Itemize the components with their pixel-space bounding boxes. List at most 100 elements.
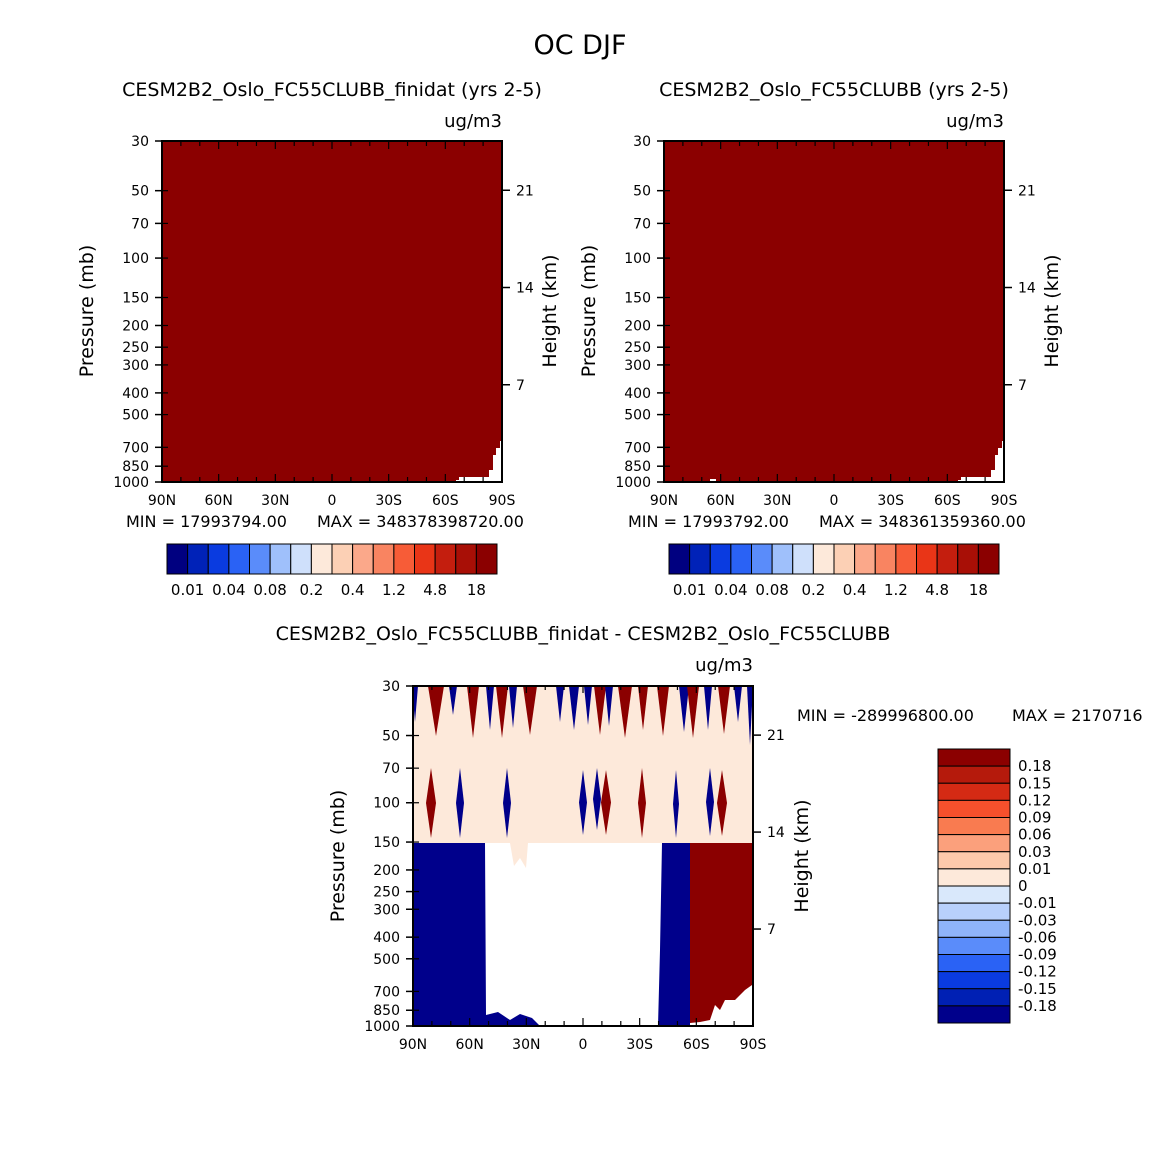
panel-2: CESM2B2_Oslo_FC55CLUBB (yrs 2-5) ug/m3 3…: [578, 79, 1063, 599]
colorbar-label: 4.8: [925, 581, 949, 599]
colorbar-swatch: [372, 543, 395, 575]
pressure-tick-label: 150: [624, 291, 651, 307]
pressure-tick-label: 850: [624, 459, 651, 475]
diff-colorbar-swatch: [937, 799, 1011, 818]
pressure-tick-label: 500: [624, 408, 651, 424]
diff-colorbar-label: -0.09: [1018, 946, 1057, 964]
diff-height-label: Height (km): [791, 799, 813, 912]
diff-spike: [605, 686, 613, 726]
diff-spike: [486, 686, 494, 730]
pressure-tick-label: 400: [373, 930, 400, 946]
diff-colorbar-swatch: [937, 885, 1011, 904]
pressure-tick-label: 300: [373, 902, 400, 918]
panel-1-units: ug/m3: [444, 111, 502, 132]
diff-spike: [638, 686, 648, 730]
pressure-tick-label: 1000: [364, 1019, 400, 1035]
colorbar-swatch: [689, 543, 711, 575]
colorbar-label: 1.2: [884, 581, 908, 599]
diff-spike: [428, 686, 444, 736]
diff-diamond: [601, 770, 611, 835]
pressure-tick-label: 50: [382, 729, 400, 745]
diff-colorbar-label: 0.09: [1018, 809, 1051, 827]
diff-sh-negative-block: [658, 843, 690, 1026]
colorbar-swatch: [936, 543, 959, 575]
diff-colorbar-swatch: [937, 851, 1011, 870]
pressure-tick-label: 700: [624, 440, 651, 456]
diff-diamond: [503, 768, 511, 838]
colorbar-swatch: [414, 543, 436, 575]
difference-panel: CESM2B2_Oslo_FC55CLUBB_finidat - CESM2B2…: [276, 623, 1143, 1053]
pressure-tick-label: 700: [373, 984, 400, 1000]
panel-1-missing-data: [456, 441, 502, 482]
colorbar-label: 0.04: [714, 581, 747, 599]
diff-diamond: [426, 768, 436, 838]
diff-spike: [679, 686, 689, 732]
height-tick-label: 21: [516, 183, 534, 199]
colorbar-label: 0.4: [341, 581, 365, 599]
lat-tick-label: 90S: [740, 1037, 767, 1053]
pressure-tick-label: 1000: [615, 475, 651, 491]
diff-colorbar-label: -0.12: [1018, 963, 1057, 981]
diff-diamond: [638, 768, 646, 838]
diff-spike: [569, 686, 579, 730]
colorbar-swatch: [854, 543, 876, 575]
pressure-tick-label: 700: [122, 440, 149, 456]
pressure-tick-label: 500: [122, 408, 149, 424]
colorbar-swatch: [249, 543, 271, 575]
pressure-tick-label: 70: [633, 216, 651, 232]
lat-tick-label: 60S: [683, 1037, 710, 1053]
colorbar-swatch: [812, 543, 835, 575]
diff-colorbar-swatch: [937, 1005, 1011, 1024]
panel-2-min: MIN = 17993792.00: [628, 512, 789, 531]
colorbar-swatch: [916, 543, 938, 575]
diff-colorbar-swatch: [937, 748, 1011, 767]
diff-title: CESM2B2_Oslo_FC55CLUBB_finidat - CESM2B2…: [276, 623, 891, 645]
colorbar-label: 0.2: [299, 581, 323, 599]
colorbar-label: 1.2: [382, 581, 406, 599]
panel-2-field: [664, 141, 1004, 482]
diff-colorbar-label: 0.15: [1018, 774, 1051, 792]
pressure-tick-label: 300: [624, 358, 651, 374]
panel-2-title: CESM2B2_Oslo_FC55CLUBB (yrs 2-5): [659, 79, 1009, 101]
colorbar-swatch: [709, 543, 732, 575]
pressure-tick-label: 1000: [113, 475, 149, 491]
lat-tick-label: 90N: [148, 493, 176, 509]
panel-2-missing-data: [958, 441, 1004, 482]
colorbar-swatch: [393, 543, 415, 575]
colorbar-swatch: [771, 543, 794, 575]
panel-1-height-label: Height (km): [539, 254, 561, 367]
pressure-tick-label: 70: [131, 216, 149, 232]
diff-spike: [747, 686, 753, 745]
colorbar-swatch: [331, 543, 354, 575]
pressure-tick-label: 30: [131, 134, 149, 150]
diff-diamond: [579, 770, 587, 835]
colorbar-swatch: [228, 543, 250, 575]
diff-colorbar-label: 0.03: [1018, 843, 1051, 861]
colorbar-label: 0.2: [801, 581, 825, 599]
diff-colorbar-label: 0.06: [1018, 826, 1051, 844]
diff-spike: [449, 686, 457, 715]
diff-spike: [523, 686, 537, 735]
pressure-tick-label: 150: [122, 291, 149, 307]
pressure-tick-label: 30: [633, 134, 651, 150]
colorbar-label: 18: [467, 581, 486, 599]
pressure-tick-label: 850: [373, 1003, 400, 1019]
colorbar-swatch: [352, 543, 374, 575]
panel-2-units: ug/m3: [946, 111, 1004, 132]
diff-colorbar-swatch: [937, 919, 1011, 938]
colorbar-label: 0.01: [171, 581, 204, 599]
colorbar-swatch: [957, 543, 979, 575]
colorbar-label: 0.01: [673, 581, 706, 599]
diff-colorbar-swatch: [937, 988, 1011, 1007]
colorbar-label: 0.4: [843, 581, 867, 599]
pressure-tick-label: 100: [122, 251, 149, 267]
diff-colorbar-swatch: [937, 936, 1011, 955]
diff-diamond: [593, 768, 601, 830]
diff-spike: [618, 686, 632, 738]
pressure-tick-label: 100: [373, 796, 400, 812]
diff-colorbar-swatch: [937, 817, 1011, 836]
diff-colorbar-swatch: [937, 954, 1011, 973]
colorbar-swatch: [269, 543, 292, 575]
height-tick-label: 21: [767, 728, 785, 744]
diff-spike: [734, 686, 742, 722]
